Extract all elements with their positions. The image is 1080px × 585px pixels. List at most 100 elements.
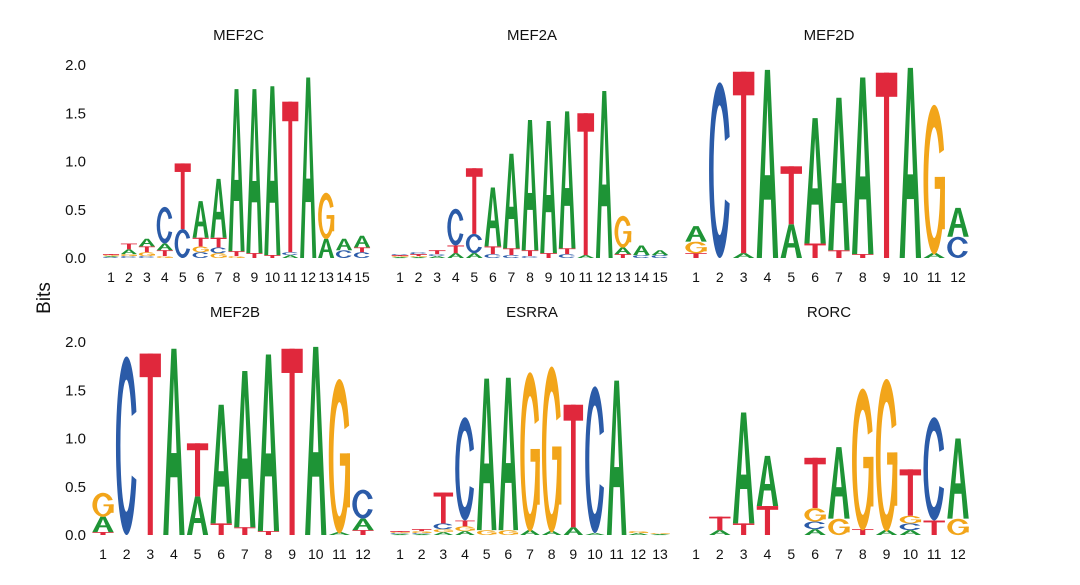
logo-letter-c — [947, 236, 968, 258]
x-tick-label: 13 — [652, 546, 668, 562]
logo-letter-t — [433, 492, 454, 524]
x-tick-label: 6 — [811, 546, 819, 562]
x-tick-label: 8 — [526, 269, 534, 285]
logo-letter-a — [628, 533, 649, 535]
logo-letter-c — [390, 533, 409, 535]
logo-letter-c — [521, 256, 538, 259]
logo-letter-a — [305, 346, 327, 535]
y-tick-label: 1.5 — [65, 105, 86, 122]
panel-title: ESRRA — [506, 304, 558, 321]
logo-letter-g — [923, 104, 945, 255]
logo-letter-g — [138, 252, 155, 257]
logo-letter-g — [804, 508, 826, 522]
x-tick-label: 12 — [355, 546, 371, 562]
logo-letter-a — [899, 530, 922, 535]
logo-letter-c — [352, 489, 373, 519]
x-tick-label: 7 — [241, 546, 249, 562]
x-tick-label: 5 — [787, 269, 795, 285]
logo-letter-t — [521, 250, 539, 257]
logo-letter-a — [257, 354, 280, 532]
x-tick-label: 6 — [217, 546, 225, 562]
logo-letter-t — [264, 255, 281, 258]
logo-letter-a — [756, 69, 779, 258]
logo-letter-g — [156, 256, 173, 259]
x-tick-label: 1 — [692, 546, 700, 562]
x-tick-label: 9 — [883, 269, 891, 285]
logo-letter-a — [156, 243, 173, 251]
logo-letter-t — [410, 254, 427, 257]
logo-letter-t — [234, 527, 256, 535]
logo-letter-t — [899, 469, 922, 516]
logo-letter-g — [614, 215, 632, 248]
logo-letter-a — [780, 224, 802, 258]
x-tick-label: 3 — [433, 269, 441, 285]
logo-letter-a — [120, 249, 137, 255]
logo-letter-c — [804, 521, 825, 530]
logo-letter-a — [192, 201, 209, 238]
logo-letter-a — [585, 533, 605, 535]
x-tick-label: 11 — [283, 269, 298, 285]
x-tick-label: 4 — [161, 269, 169, 285]
logo-letter-g — [120, 254, 137, 257]
x-tick-label: 12 — [631, 546, 647, 562]
x-tick-label: 15 — [354, 269, 370, 285]
x-tick-label: 5 — [470, 269, 478, 285]
logo-letter-t — [732, 71, 755, 254]
logo-letter-c — [709, 82, 730, 258]
logo-letter-t — [390, 531, 410, 533]
logo-letter-t — [102, 254, 120, 256]
logo-letter-a — [476, 378, 497, 531]
logo-letter-c — [585, 386, 604, 534]
x-tick-label: 8 — [859, 269, 867, 285]
panel-title: MEF2C — [213, 27, 264, 44]
logo-letter-a — [541, 531, 562, 535]
logo-letter-a — [606, 380, 627, 535]
logo-letter-a — [804, 118, 826, 244]
y-tick-label: 1.0 — [65, 431, 86, 448]
x-tick-label: 12 — [950, 269, 966, 285]
x-tick-label: 10 — [265, 269, 281, 285]
logo-letter-a — [558, 111, 576, 249]
x-tick-label: 2 — [123, 546, 131, 562]
logo-letter-a — [282, 255, 299, 258]
x-tick-label: 4 — [452, 269, 460, 285]
logo-letter-g — [228, 256, 245, 259]
logo-letter-g — [391, 256, 409, 258]
x-tick-label: 8 — [859, 546, 867, 562]
logo-letter-g — [541, 366, 562, 533]
x-tick-label: 9 — [288, 546, 296, 562]
logo-letter-a — [102, 256, 120, 258]
x-tick-label: 10 — [903, 546, 919, 562]
logo-letter-c — [335, 250, 352, 258]
logo-letter-a — [210, 178, 227, 238]
logo-letter-a — [246, 89, 263, 254]
logo-letter-g — [102, 255, 120, 257]
y-tick-label: 1.5 — [65, 382, 86, 399]
logo-letter-a — [498, 377, 519, 531]
logo-letter-a — [520, 530, 540, 535]
x-tick-label: 7 — [526, 546, 534, 562]
x-tick-label: 6 — [489, 269, 497, 285]
logo-letter-c — [411, 533, 431, 535]
logo-letter-g — [875, 378, 898, 532]
x-tick-label: 13 — [318, 269, 334, 285]
panel-title: MEF2A — [507, 27, 557, 44]
logo-letter-a — [300, 77, 317, 258]
y-tick-label: 0.0 — [65, 250, 86, 267]
logo-letter-t — [228, 251, 245, 257]
logo-letter-g — [685, 241, 707, 254]
x-tick-label: 1 — [107, 269, 115, 285]
x-tick-label: 6 — [811, 269, 819, 285]
y-axis-label: Bits — [34, 282, 55, 314]
logo-letter-t — [353, 247, 371, 253]
logo-letter-t — [92, 532, 114, 535]
logo-letter-g — [650, 533, 670, 535]
logo-letter-g — [498, 530, 519, 536]
logo-letter-c — [174, 229, 191, 258]
x-tick-label: 9 — [569, 546, 577, 562]
logo-letter-a — [947, 207, 969, 237]
logo-letter-g — [328, 378, 350, 534]
